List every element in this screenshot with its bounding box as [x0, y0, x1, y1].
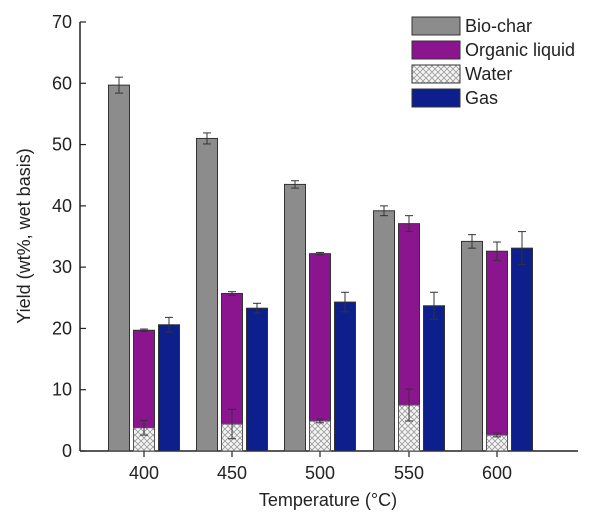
legend: Bio-char Organic liquid Water Gas: [411, 16, 575, 108]
legend-label: Water: [465, 64, 512, 84]
bar-gas: [423, 305, 445, 452]
bar-water: [486, 434, 508, 452]
y-ticks: 0 10 20 30 40 50 60 70: [52, 12, 86, 461]
y-tick-label: 20: [52, 318, 72, 338]
x-tick-label: 400: [129, 463, 159, 483]
legend-swatch: [411, 64, 461, 84]
bar-water: [309, 420, 331, 452]
x-tick-label: 450: [217, 463, 247, 483]
y-tick-label: 50: [52, 135, 72, 155]
bar-gas: [158, 324, 180, 452]
x-tick-label: 600: [482, 463, 512, 483]
x-axis-title: Temperature (°C): [259, 490, 397, 510]
bars: [108, 84, 533, 452]
legend-label: Bio-char: [465, 16, 532, 36]
legend-label: Organic liquid: [465, 40, 575, 60]
y-tick-label: 0: [62, 441, 72, 461]
y-axis-title: Yield (wt%, wet basis): [14, 148, 34, 323]
legend-swatch: [411, 40, 461, 60]
y-tick-label: 60: [52, 73, 72, 93]
y-tick-label: 70: [52, 12, 72, 32]
bar-gas: [334, 301, 356, 452]
bar-bio-char: [373, 210, 395, 452]
bar-bio-char: [461, 240, 483, 452]
bar-bio-char: [196, 137, 218, 452]
legend-label: Gas: [465, 88, 498, 108]
legend-swatch: [411, 16, 461, 36]
x-tick-label: 550: [394, 463, 424, 483]
y-tick-label: 30: [52, 257, 72, 277]
x-ticks: 400 450 500 550 600: [129, 451, 512, 483]
y-tick-label: 10: [52, 380, 72, 400]
bar-bio-char: [284, 183, 306, 452]
bar-gas: [511, 247, 533, 452]
x-tick-label: 500: [305, 463, 335, 483]
error-bars: [115, 76, 526, 440]
bar-organic-liquid: [486, 250, 508, 452]
bar-bio-char: [108, 84, 130, 452]
legend-swatch: [411, 88, 461, 108]
bar-gas: [246, 307, 268, 452]
y-tick-label: 40: [52, 196, 72, 216]
